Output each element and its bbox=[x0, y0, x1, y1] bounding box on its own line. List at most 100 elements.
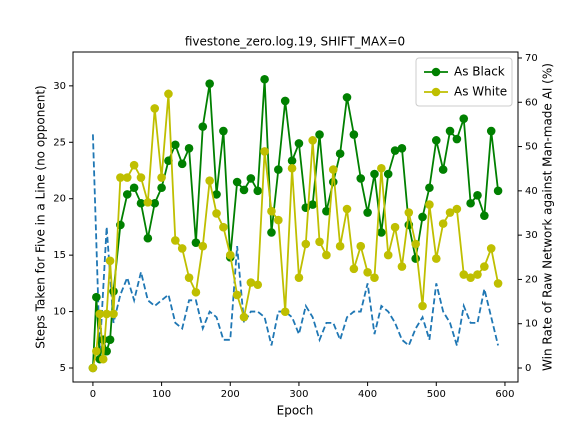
point bbox=[184, 144, 194, 153]
y-tick-label: 30 bbox=[53, 81, 66, 92]
point bbox=[239, 185, 249, 195]
legend-box bbox=[415, 57, 513, 107]
y-tick-label: 10 bbox=[53, 307, 66, 318]
point bbox=[445, 126, 455, 136]
y-tick-label: 20 bbox=[53, 194, 66, 205]
point bbox=[122, 173, 132, 182]
point bbox=[105, 335, 115, 344]
point bbox=[267, 228, 276, 237]
point bbox=[253, 186, 263, 196]
y2-axis-label: Win Rate of Raw Network against Man-made… bbox=[541, 63, 555, 371]
point bbox=[425, 200, 434, 209]
point bbox=[171, 236, 180, 245]
point bbox=[383, 250, 393, 260]
point bbox=[473, 270, 482, 279]
point bbox=[404, 208, 414, 217]
y2-tick-label: 10 bbox=[525, 319, 538, 330]
point bbox=[480, 262, 489, 271]
point bbox=[411, 254, 420, 263]
x-tick-label: 200 bbox=[221, 389, 240, 400]
legend-marker bbox=[431, 87, 441, 97]
y-axis-label: Steps Taken for Five in a Line (no oppon… bbox=[34, 85, 48, 348]
point bbox=[438, 165, 448, 174]
point bbox=[171, 140, 180, 150]
point bbox=[105, 256, 115, 266]
plot-frame bbox=[72, 51, 519, 383]
x-tick-label: 0 bbox=[90, 389, 96, 400]
point bbox=[280, 96, 290, 106]
point bbox=[425, 183, 434, 193]
point bbox=[486, 126, 496, 136]
point bbox=[95, 309, 105, 319]
point bbox=[397, 144, 407, 153]
legend-marker bbox=[431, 67, 441, 77]
point bbox=[383, 169, 393, 179]
point bbox=[480, 211, 489, 220]
point bbox=[315, 237, 324, 247]
point bbox=[212, 209, 221, 218]
point bbox=[301, 239, 311, 249]
point bbox=[150, 198, 160, 208]
point bbox=[102, 309, 111, 319]
point bbox=[136, 173, 146, 182]
point bbox=[198, 241, 208, 251]
point bbox=[253, 280, 263, 290]
x-tick-label: 400 bbox=[358, 389, 377, 400]
point bbox=[219, 126, 228, 136]
point bbox=[328, 165, 338, 174]
point bbox=[184, 273, 194, 282]
y2-tick-label: 40 bbox=[525, 186, 538, 197]
point bbox=[356, 241, 366, 251]
x-tick-label: 500 bbox=[427, 389, 446, 400]
point bbox=[246, 278, 256, 287]
point bbox=[98, 354, 108, 364]
point bbox=[342, 93, 352, 102]
y-tick-label: 25 bbox=[53, 137, 66, 148]
point bbox=[246, 174, 256, 183]
point bbox=[294, 273, 304, 282]
point bbox=[267, 206, 276, 216]
point bbox=[212, 190, 221, 199]
point bbox=[157, 183, 166, 193]
series-line bbox=[92, 134, 499, 352]
point bbox=[109, 309, 118, 319]
point bbox=[198, 122, 208, 131]
y-tick-label: 15 bbox=[53, 250, 66, 261]
point bbox=[150, 104, 160, 113]
point bbox=[363, 208, 372, 217]
point bbox=[308, 136, 317, 145]
point bbox=[92, 292, 101, 302]
point bbox=[411, 239, 420, 249]
point bbox=[116, 173, 125, 182]
point bbox=[370, 169, 379, 179]
point bbox=[191, 238, 201, 247]
point bbox=[452, 134, 462, 144]
point bbox=[143, 198, 153, 207]
point bbox=[205, 79, 214, 88]
point bbox=[294, 139, 304, 148]
point bbox=[92, 346, 101, 356]
point bbox=[438, 219, 448, 228]
point bbox=[349, 264, 359, 274]
point bbox=[377, 163, 386, 173]
point bbox=[136, 198, 146, 208]
chart-title: fivestone_zero.log.19, SHIFT_MAX=0 bbox=[185, 35, 405, 49]
point bbox=[397, 262, 407, 271]
point bbox=[274, 215, 283, 225]
point bbox=[466, 198, 475, 208]
point bbox=[431, 136, 441, 145]
point bbox=[418, 301, 427, 311]
point bbox=[322, 250, 331, 260]
point bbox=[431, 254, 441, 263]
point bbox=[452, 204, 462, 214]
point bbox=[466, 273, 475, 282]
point bbox=[129, 160, 139, 170]
point bbox=[122, 190, 132, 199]
point bbox=[287, 163, 297, 173]
point bbox=[445, 208, 455, 217]
point bbox=[239, 312, 249, 322]
point bbox=[473, 190, 482, 200]
point bbox=[377, 228, 386, 237]
legend-label: As White bbox=[454, 85, 507, 99]
